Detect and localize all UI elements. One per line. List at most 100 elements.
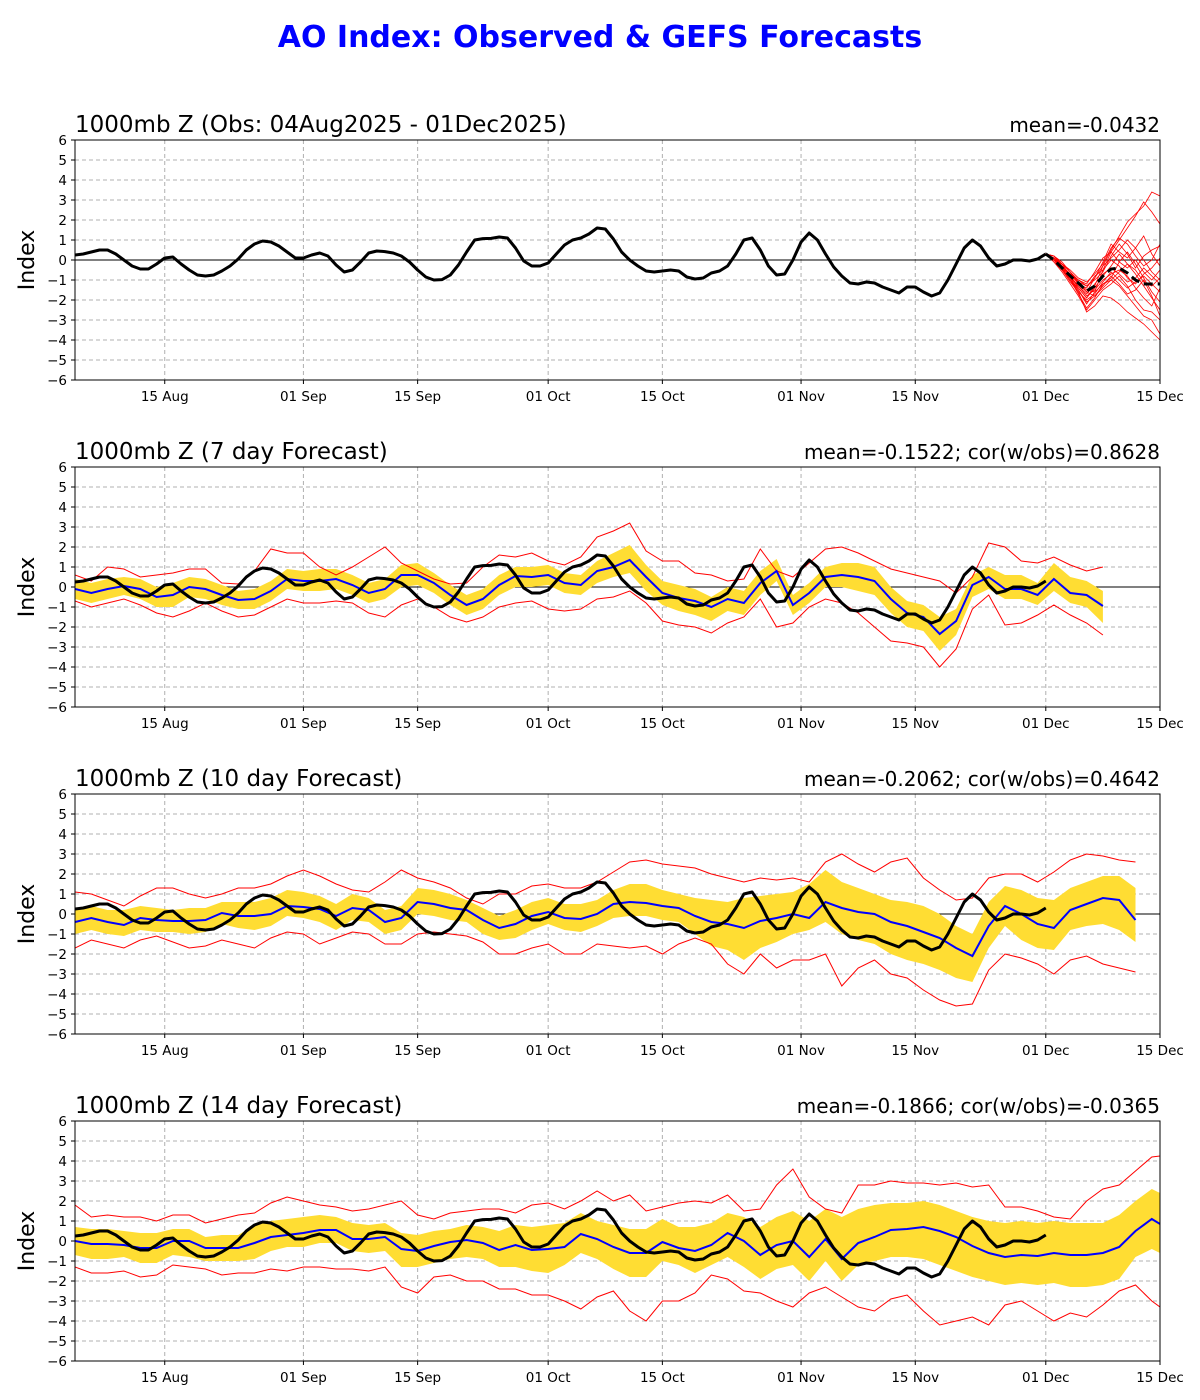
- ensemble-member-line: [1045, 201, 1160, 305]
- ensemble-member-line: [1045, 253, 1160, 295]
- y-tick-label: −4: [47, 660, 67, 676]
- y-tick-label: 3: [58, 520, 67, 536]
- y-tick-label: 1: [58, 560, 67, 576]
- ensemble-member-line: [1045, 253, 1160, 317]
- y-tick-label: −5: [47, 1007, 67, 1023]
- x-tick-label: 01 Nov: [777, 389, 825, 405]
- plot-area: [75, 522, 1104, 668]
- x-tick-label: 01 Sep: [280, 716, 327, 732]
- plot-area: [75, 1155, 1160, 1326]
- y-tick-label: −5: [47, 1334, 67, 1350]
- y-tick-label: 4: [58, 1154, 67, 1170]
- y-tick-label: 5: [58, 807, 67, 823]
- y-tick-label: −2: [47, 620, 67, 636]
- panel-title: 1000mb Z (Obs: 04Aug2025 - 01Dec2025): [75, 112, 567, 138]
- ensemble-mean-dashed-line: [1044, 252, 1160, 293]
- y-tick-label: −4: [47, 333, 67, 349]
- y-tick-label: 4: [58, 173, 67, 189]
- x-tick-label: 15 Nov: [891, 389, 939, 405]
- envelope-min-line: [75, 931, 1136, 1007]
- x-tick-label: 15 Aug: [141, 389, 189, 405]
- x-tick-label: 15 Dec: [1136, 1043, 1184, 1059]
- spread-band: [75, 545, 1103, 651]
- spread-band: [75, 870, 1136, 982]
- x-tick-label: 15 Sep: [394, 389, 441, 405]
- x-tick-label: 15 Aug: [141, 1370, 189, 1386]
- panel-stats: mean=-0.2062; cor(w/obs)=0.4642: [804, 767, 1160, 791]
- x-tick-label: 01 Nov: [777, 1043, 825, 1059]
- y-tick-label: 6: [58, 133, 67, 149]
- x-tick-label: 01 Dec: [1022, 1370, 1070, 1386]
- forecast-mean-line: [75, 1217, 1160, 1261]
- y-tick-label: −3: [47, 640, 67, 656]
- panel-stats: mean=-0.1866; cor(w/obs)=-0.0365: [797, 1094, 1160, 1118]
- x-tick-label: 01 Sep: [280, 389, 327, 405]
- y-tick-label: 3: [58, 847, 67, 863]
- plot-area: [75, 191, 1160, 341]
- panel-stats: mean=-0.0432: [1009, 113, 1160, 137]
- y-tick-label: −2: [47, 1274, 67, 1290]
- y-tick-label: −4: [47, 987, 67, 1003]
- x-tick-label: 15 Nov: [891, 1043, 939, 1059]
- y-tick-label: −6: [47, 373, 67, 389]
- y-tick-label: −1: [47, 1254, 67, 1270]
- x-tick-label: 15 Oct: [640, 1370, 685, 1386]
- x-tick-label: 15 Aug: [141, 716, 189, 732]
- y-tick-label: −1: [47, 927, 67, 943]
- y-tick-label: 0: [58, 907, 67, 923]
- y-tick-label: 6: [58, 1114, 67, 1130]
- y-tick-label: −3: [47, 1294, 67, 1310]
- observed-line: [75, 553, 1047, 625]
- x-tick-label: 15 Sep: [394, 716, 441, 732]
- x-tick-label: 15 Oct: [640, 716, 685, 732]
- ensemble-member-line: [1045, 237, 1160, 283]
- observed-line: [75, 1207, 1047, 1279]
- x-tick-label: 01 Oct: [526, 389, 571, 405]
- x-tick-label: 01 Dec: [1022, 716, 1070, 732]
- envelope-max-line: [75, 1155, 1160, 1224]
- x-tick-label: 15 Sep: [394, 1043, 441, 1059]
- x-tick-label: 15 Oct: [640, 389, 685, 405]
- observed-line: [75, 226, 1047, 298]
- y-axis-label: Index: [15, 230, 40, 291]
- envelope-min-line: [75, 590, 1104, 668]
- y-tick-label: 3: [58, 1174, 67, 1190]
- y-tick-label: −3: [47, 313, 67, 329]
- ensemble-member-line: [1045, 251, 1160, 303]
- y-tick-label: 3: [58, 193, 67, 209]
- y-tick-label: 5: [58, 480, 67, 496]
- y-tick-label: 1: [58, 887, 67, 903]
- panel-title: 1000mb Z (10 day Forecast): [75, 766, 402, 792]
- y-tick-label: 2: [58, 867, 67, 883]
- ensemble-member-line: [1045, 253, 1160, 321]
- panel-title: 1000mb Z (7 day Forecast): [75, 439, 388, 465]
- ensemble-member-line: [1045, 251, 1160, 285]
- y-tick-label: −1: [47, 600, 67, 616]
- ensemble-member-line: [1045, 239, 1160, 287]
- y-tick-label: −6: [47, 1027, 67, 1043]
- y-tick-label: −5: [47, 353, 67, 369]
- x-tick-label: 01 Oct: [526, 716, 571, 732]
- y-tick-label: −6: [47, 1354, 67, 1370]
- y-axis-label: Index: [15, 1211, 40, 1272]
- y-tick-label: −5: [47, 680, 67, 696]
- y-tick-label: −1: [47, 273, 67, 289]
- forecast-mean-line: [75, 558, 1104, 636]
- panel-2: 6 5 4 3 2 1 0 −1 −2 −3 −4 −5 −6 15 Aug 01 Sep 15 Sep 01 …: [15, 439, 1184, 732]
- y-tick-label: 2: [58, 1194, 67, 1210]
- panel-1: 6 5 4 3 2 1 0 −1 −2 −3 −4 −5 −6 15 Aug 01 Sep 15 Sep 01 …: [15, 112, 1184, 405]
- y-tick-label: 5: [58, 153, 67, 169]
- y-tick-label: 1: [58, 233, 67, 249]
- x-tick-label: 15 Oct: [640, 1043, 685, 1059]
- x-tick-label: 01 Nov: [777, 1370, 825, 1386]
- plot-area: [75, 853, 1137, 1007]
- y-tick-label: 6: [58, 787, 67, 803]
- x-tick-label: 01 Sep: [280, 1370, 327, 1386]
- y-tick-label: 4: [58, 500, 67, 516]
- y-tick-label: 1: [58, 1214, 67, 1230]
- y-axis-label: Index: [15, 884, 40, 945]
- ensemble-member-line: [1045, 253, 1160, 297]
- x-tick-label: 01 Oct: [526, 1370, 571, 1386]
- x-tick-label: 15 Dec: [1136, 716, 1184, 732]
- y-tick-label: −3: [47, 967, 67, 983]
